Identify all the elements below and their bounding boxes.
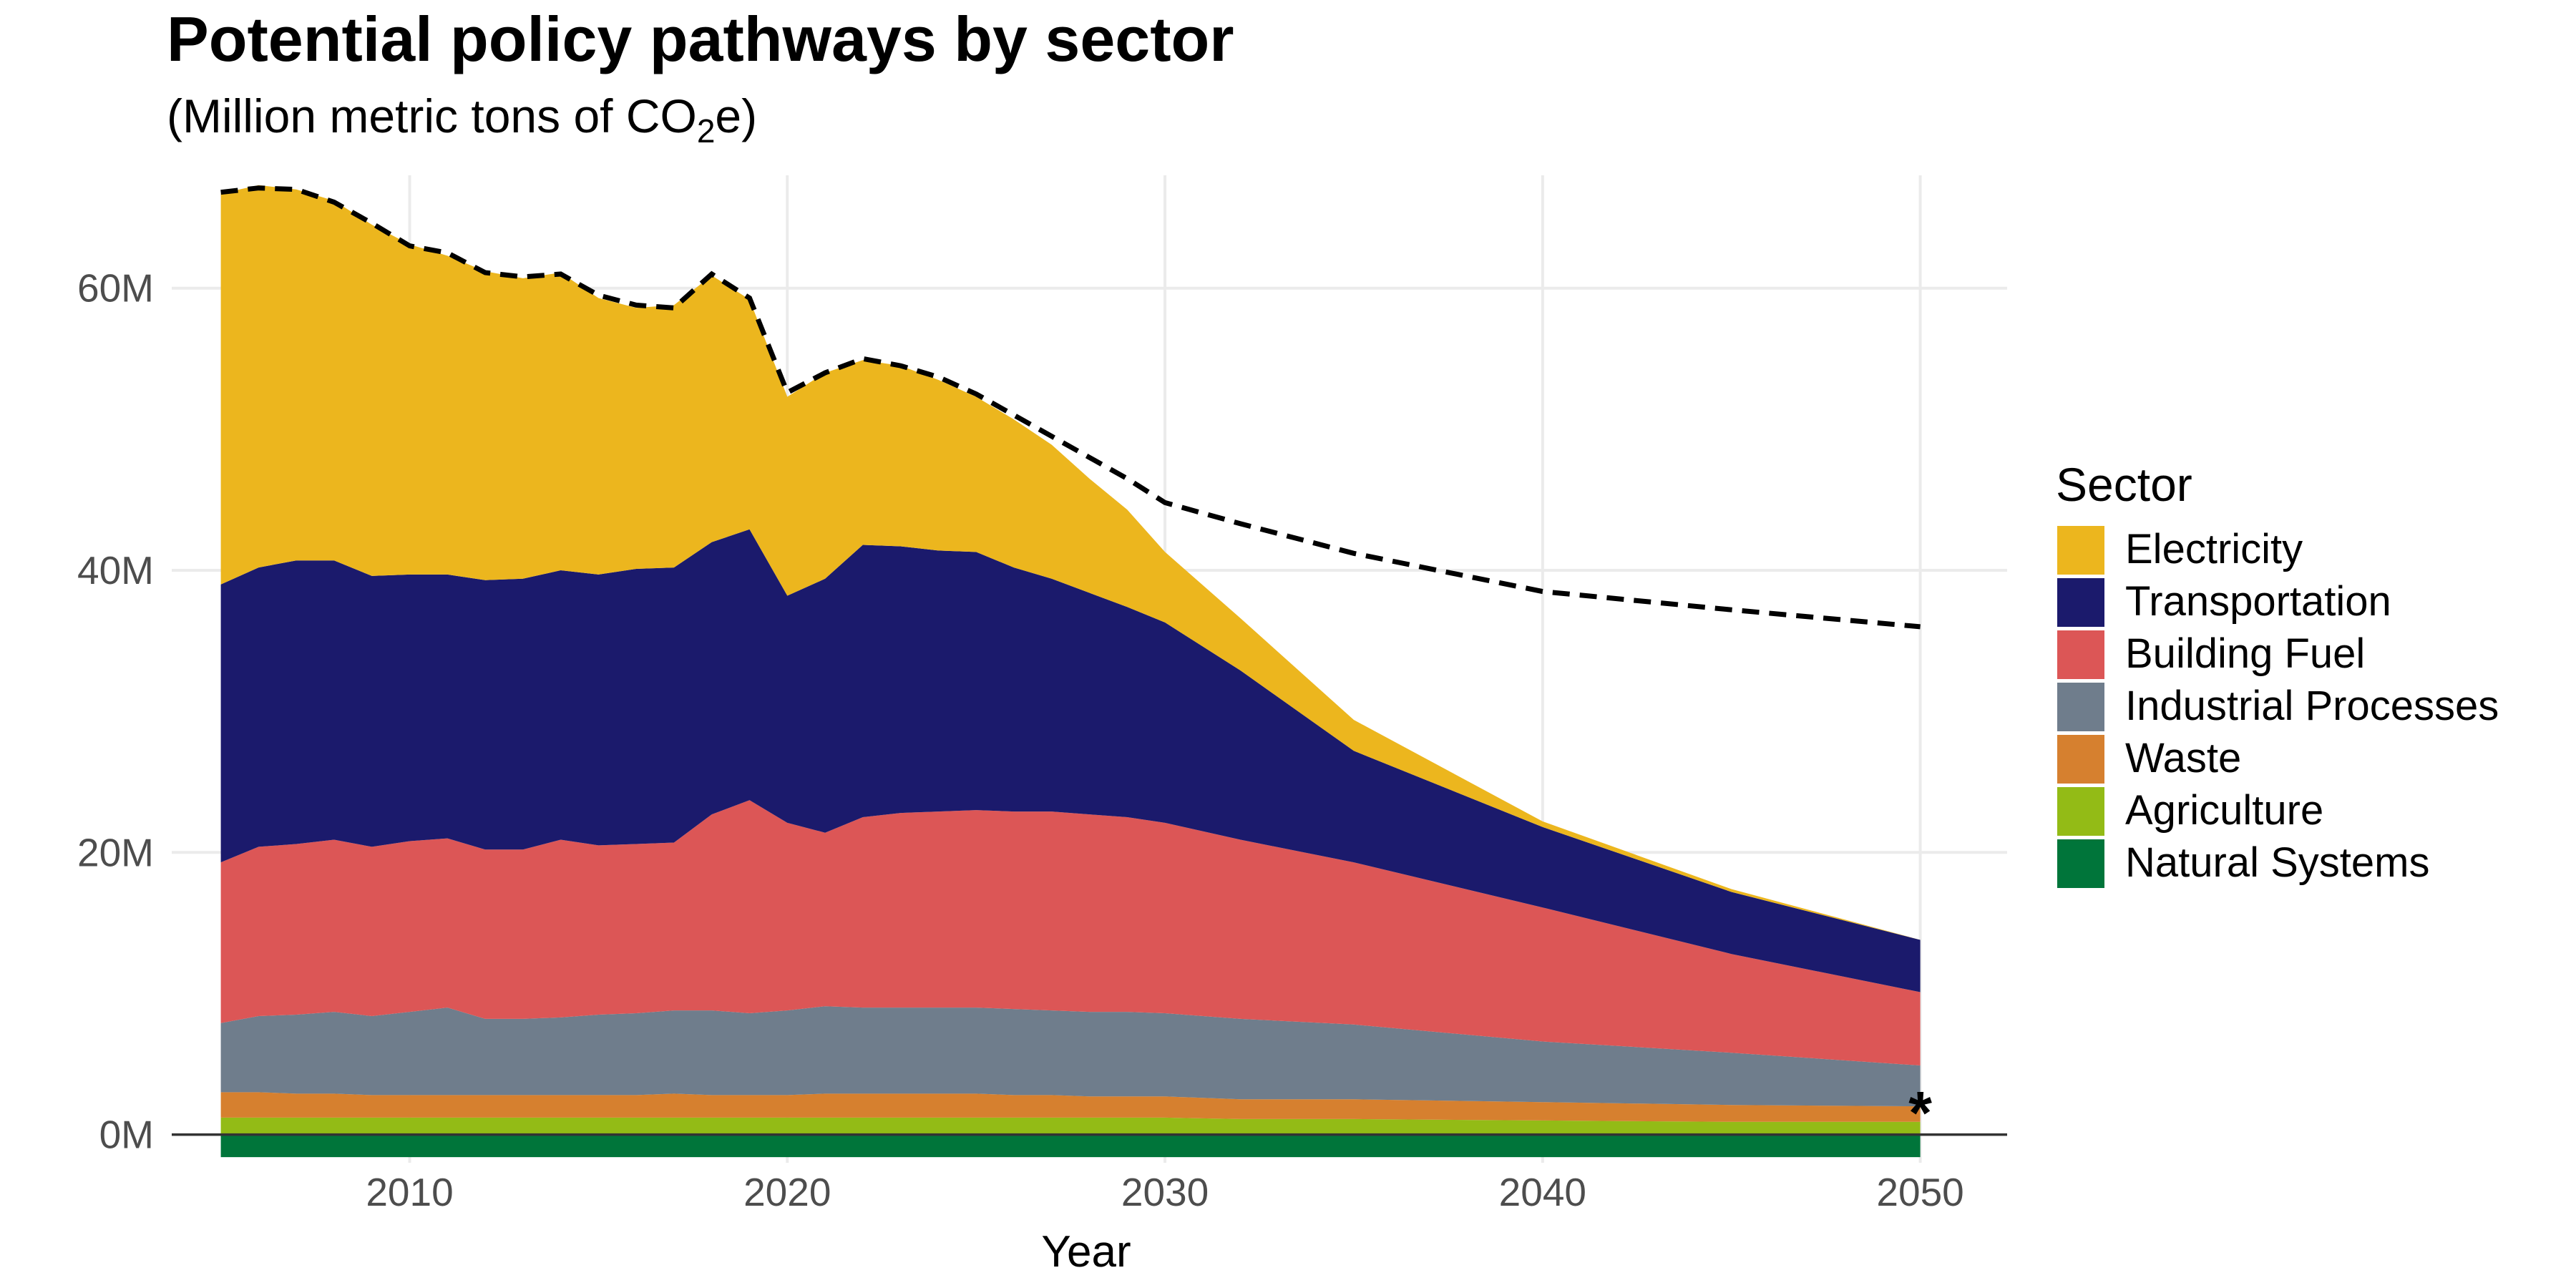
legend-swatch-natural-systems <box>2057 839 2104 888</box>
asterisk-annotation: * <box>1908 1079 1932 1146</box>
y-tick-label: 40M <box>77 548 154 592</box>
x-tick-label: 2050 <box>1876 1170 1963 1214</box>
area-layer <box>220 185 1921 1158</box>
legend-swatch-waste <box>2057 735 2104 784</box>
area-natural-systems <box>220 1134 1921 1158</box>
legend-swatch-building-fuel <box>2057 630 2104 679</box>
legend-label-industrial-processes: Industrial Processes <box>2125 683 2499 729</box>
legend-title: Sector <box>2056 458 2192 511</box>
legend-swatch-transportation <box>2057 578 2104 627</box>
legend-label-transportation: Transportation <box>2125 578 2391 625</box>
legend-swatch-agriculture <box>2057 787 2104 836</box>
area-building-fuel <box>220 800 1921 1065</box>
line-layer: * <box>172 185 2007 1146</box>
legend: Sector Electricity Transportation Building… <box>2056 458 2499 888</box>
legend-label-agriculture: Agriculture <box>2125 787 2323 834</box>
x-tick-label: 2010 <box>366 1170 453 1214</box>
y-tick-label: 60M <box>77 266 154 311</box>
legend-label-natural-systems: Natural Systems <box>2125 839 2429 886</box>
chart-subtitle: (Million metric tons of CO2e) <box>167 89 757 150</box>
x-axis-ticks: 2010 2020 2030 2040 2050 <box>366 1170 1963 1214</box>
y-tick-label: 20M <box>77 830 154 874</box>
y-axis-ticks: 0M 20M 40M 60M <box>77 266 154 1157</box>
legend-swatch-industrial-processes <box>2057 683 2104 731</box>
target-pathway-line <box>220 185 1921 630</box>
y-tick-label: 0M <box>99 1113 154 1157</box>
area-transportation <box>220 529 1921 992</box>
legend-label-electricity: Electricity <box>2125 526 2303 572</box>
chart-title: Potential policy pathways by sector <box>167 4 1234 74</box>
x-tick-label: 2020 <box>743 1170 831 1214</box>
legend-swatch-electricity <box>2057 526 2104 575</box>
legend-label-building-fuel: Building Fuel <box>2125 630 2365 677</box>
x-tick-label: 2040 <box>1499 1170 1586 1214</box>
x-tick-label: 2030 <box>1121 1170 1209 1214</box>
legend-label-waste: Waste <box>2125 735 2241 781</box>
x-axis-label: Year <box>1041 1227 1131 1277</box>
area-agriculture <box>220 1117 1921 1135</box>
area-electricity <box>220 185 1921 940</box>
area-waste <box>220 1092 1921 1122</box>
area-industrial-processes <box>220 1006 1921 1107</box>
